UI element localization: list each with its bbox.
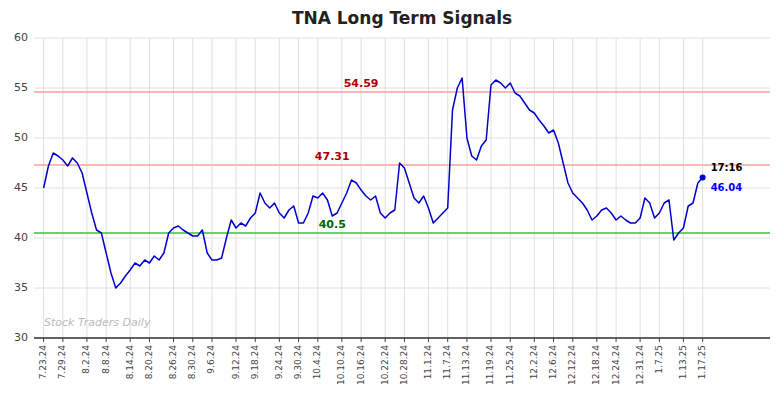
background (0, 0, 784, 398)
x-grid-line (62, 38, 63, 338)
y-tick-label: 60 (14, 31, 28, 44)
x-tick-label: 10.22.24 (380, 345, 390, 385)
x-tick-label: 12.31.24 (635, 345, 645, 385)
x-tick-label: 1.7.25 (654, 345, 664, 374)
x-tick-label: 8.8.24 (101, 345, 111, 374)
watermark: Stock Traders Daily (44, 316, 151, 329)
x-tick-label: 10.10.24 (336, 345, 346, 385)
level-line (34, 232, 770, 234)
x-grid-line (702, 38, 703, 338)
x-grid-line (173, 38, 174, 338)
x-grid-line (596, 38, 597, 338)
x-grid-line (534, 38, 535, 338)
x-tick-label: 7.29.24 (57, 345, 67, 380)
y-tick-label: 40 (14, 231, 28, 244)
level-label: 54.59 (344, 77, 379, 90)
x-tick-label: 11.13.24 (461, 345, 471, 385)
x-tick-label: 8.2.24 (81, 345, 91, 374)
x-tick-label: 8.30.24 (187, 345, 197, 380)
x-grid-line (86, 38, 87, 338)
x-grid-line (683, 38, 684, 338)
last-point (700, 175, 706, 181)
x-tick-label: 1.17.25 (697, 345, 707, 379)
x-tick-label: 7.23.24 (38, 345, 48, 380)
x-grid-line (149, 38, 150, 338)
x-tick-label: 11.7.24 (442, 345, 452, 380)
x-grid-line (404, 38, 405, 338)
x-grid-line (385, 38, 386, 338)
x-tick-label: 12.18.24 (591, 345, 601, 385)
level-line (34, 91, 770, 93)
x-grid-line (192, 38, 193, 338)
x-grid-line (572, 38, 573, 338)
x-tick-label: 12.2.24 (529, 345, 539, 380)
price-line (44, 78, 703, 288)
x-tick-label: 1.13.25 (678, 345, 688, 379)
chart-root: 30 35 40 45 50 55 60 7.23.24 7.29.24 8.2.24 8.8.24… (0, 0, 784, 398)
title: TNA Long Term Signals (292, 8, 512, 28)
x-tick-label: 9.30.24 (293, 345, 303, 380)
x-tick-label: 8.26.24 (168, 345, 178, 380)
x-tick-label: 9.18.24 (250, 345, 260, 380)
x-tick-label: 10.16.24 (356, 345, 366, 385)
x-grid-line (236, 38, 237, 338)
x-axis-line (34, 337, 770, 339)
level-label: 47.31 (315, 150, 350, 163)
plot-area (34, 78, 770, 288)
last-label: 46.04 (711, 182, 743, 193)
x-tick-label: 9.24.24 (274, 345, 284, 380)
x-grid-line (490, 38, 491, 338)
grid (34, 38, 770, 338)
x-grid-line (211, 38, 212, 338)
x-grid-line (428, 38, 429, 338)
level-label: 40.5 (319, 218, 346, 231)
x-grid-line (553, 38, 554, 338)
x-grid-line (130, 38, 131, 338)
x-grid-line (298, 38, 299, 338)
x-tick-label: 8.20.24 (144, 345, 154, 380)
x-tick-label: 9.12.24 (231, 345, 241, 380)
x-tick-label: 8.14.24 (125, 345, 135, 380)
x-grid-line (616, 38, 617, 338)
x-grid-line (466, 38, 467, 338)
y-tick-label: 30 (14, 331, 28, 344)
y-tick-label: 55 (14, 81, 28, 94)
x-tick-label: 9.6.24 (206, 345, 216, 374)
x-grid-line (279, 38, 280, 338)
x-grid-line (659, 38, 660, 338)
x-tick-label: 11.25.24 (505, 345, 515, 385)
x-tick-label: 10.28.24 (399, 345, 409, 385)
x-tick-label: 10.4.24 (312, 345, 322, 380)
x-tick-label: 11.1.24 (423, 345, 433, 380)
x-grid-line (317, 38, 318, 338)
x-tick-label: 12.6.24 (548, 345, 558, 380)
y-tick-label: 45 (14, 181, 28, 194)
y-tick-label: 35 (14, 281, 28, 294)
x-grid-line (255, 38, 256, 338)
x-grid-line (106, 38, 107, 338)
last-label: 17:16 (711, 162, 743, 173)
x-tick-label: 12.12.24 (567, 345, 577, 385)
y-tick-label: 50 (14, 131, 28, 144)
x-tick-label: 11.19.24 (485, 345, 495, 385)
y-grid-line (34, 338, 770, 339)
x-grid-line (640, 38, 641, 338)
x-tick-label: 12.24.24 (611, 345, 621, 385)
x-grid-line (341, 38, 342, 338)
